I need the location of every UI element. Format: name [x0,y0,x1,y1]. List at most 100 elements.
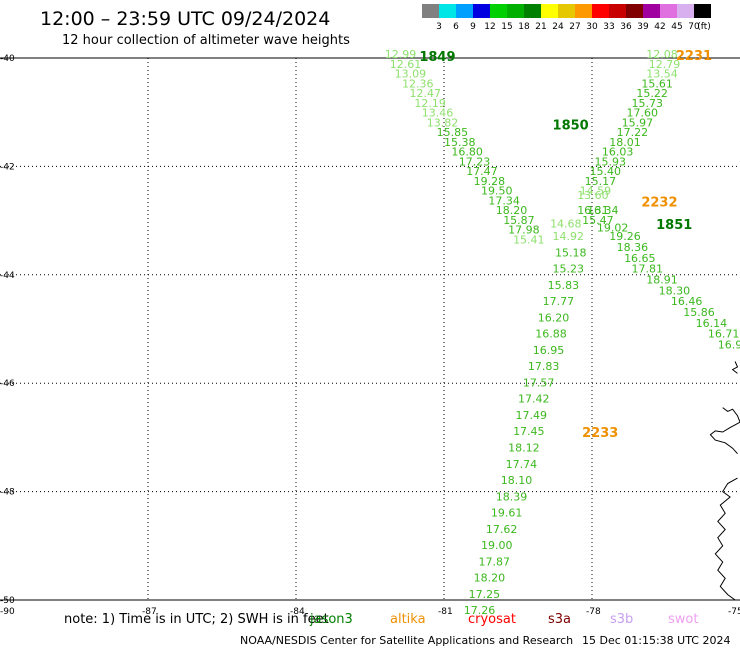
satellite-jason3: jason3 [310,612,353,627]
credit-line: NOAA/NESDIS Center for Satellite Applica… [240,634,574,647]
wave-height-value: 17.57 [523,376,555,389]
wave-height-value: 14.59 [580,185,612,198]
legend-tick-label: 12 [484,22,496,32]
footer-note: note: 1) Time is in UTC; 2) SWH is in fe… [64,612,329,627]
satellite-s3b: s3b [610,612,634,627]
legend-swatch [626,4,643,18]
wave-height-value: 17.62 [486,523,518,536]
satellite-cryosat: cryosat [468,612,516,627]
wave-height-value: 13.46 [422,107,454,120]
legend-swatch [473,4,490,18]
wave-height-value: 18.91 [646,273,678,286]
legend-unit: (ft) [697,22,711,32]
pass-time-label: 2231 [676,49,712,64]
wave-height-value: 17.23 [459,155,491,168]
wave-height-value: 17.49 [516,409,548,422]
lat-tick-label: -48 [0,488,15,498]
lon-tick-label: -84 [290,607,305,617]
wave-height-value: 17.34 [488,194,520,207]
wave-height-value: 16.65 [624,252,656,265]
legend-tick-label: 33 [603,22,615,32]
wave-height-value: 17.60 [627,107,659,120]
lon-tick-label: -90 [0,607,15,617]
wave-height-value: 18.20 [474,572,506,585]
legend-swatch [694,4,711,18]
wave-height-value: 16.95 [533,344,565,357]
pass-time-label: 2233 [582,426,618,441]
legend-tick-label: 39 [637,22,649,32]
legend-swatch [643,4,660,18]
wave-height-value: 12.61 [390,58,422,71]
wave-height-value: 15.23 [553,263,585,276]
wave-height-value: 15.85 [437,126,469,139]
legend-swatch [677,4,694,18]
wave-height-value: 16.9 [718,339,740,352]
wave-height-value: 18.20 [496,204,528,217]
legend-tick-label: 6 [453,22,459,32]
wave-height-value: 17.74 [506,458,537,471]
wave-height-value: 17.47 [466,165,498,178]
lon-tick-label: -81 [438,607,453,617]
legend-swatch [507,4,524,18]
legend-tick-label: 30 [586,22,598,32]
wave-height-value: 17.45 [513,425,545,438]
lon-tick-label: -87 [142,607,157,617]
wave-height-value: 16.88 [535,328,567,341]
lon-tick-label: -75 [728,607,740,617]
legend-swatch [422,4,439,18]
coastline [731,361,739,374]
page-title: 12:00 – 23:59 UTC 09/24/2024 [40,8,331,30]
legend-swatch [524,4,541,18]
satellite-s3a: s3a [548,612,572,627]
wave-height-value: 13.09 [395,68,427,81]
wave-height-value: 15.73 [631,97,663,110]
wave-height-value: 17.98 [508,224,539,237]
wave-height-value: 15.17 [585,175,617,188]
lat-tick-label: -44 [0,271,15,281]
wave-height-value: 18.12 [508,441,539,454]
satellite-altika: altika [390,612,426,627]
wave-height-value: 14.92 [553,230,585,243]
legend-swatch [558,4,575,18]
wave-height-value: 17.83 [528,360,560,373]
wave-height-value: 16.80 [451,146,483,159]
legend-tick-label: 70 [688,22,700,32]
wave-height-value: 16.03 [602,146,634,159]
legend-swatch [541,4,558,18]
legend-tick-label: 45 [671,22,683,32]
wave-height-value: 15.18 [555,246,587,259]
wave-height-value: 19.02 [597,221,629,234]
legend-tick-label: 42 [654,22,666,32]
wave-height-value: 16.14 [696,317,728,330]
wave-height-value: 16.71 [708,328,740,341]
wave-height-value: 13.60 [577,189,609,202]
wave-height-value: 12.19 [414,97,446,110]
wave-height-value: 12.79 [649,58,681,71]
pass-time-label: 1849 [419,50,455,65]
legend-swatch [609,4,626,18]
pass-time-label: 1850 [553,118,589,133]
wave-height-value: 16.34 [587,204,619,217]
coastline [709,407,740,455]
legend-tick-label: 21 [535,22,547,32]
legend-swatch [439,4,456,18]
wave-height-value: 19.50 [481,185,513,198]
wave-height-value: 15.83 [548,279,580,292]
wave-height-value: 15.41 [513,233,545,246]
wave-height-value: 17.25 [469,588,501,601]
pass-time-label: 2232 [641,195,677,210]
wave-height-value: 12.99 [385,48,417,61]
legend-tick-label: 3 [436,22,442,32]
wave-height-value: 18.30 [659,284,691,297]
legend-tick-label: 36 [620,22,632,32]
wave-height-value: 16.46 [671,295,703,308]
legend-swatch [456,4,473,18]
wave-height-value: 19.28 [474,175,506,188]
legend-tick-label: 18 [518,22,530,32]
wave-height-value: 15.97 [622,116,654,129]
wave-height-value: 19.61 [491,507,523,520]
lon-tick-label: -78 [586,607,601,617]
wave-height-value: 15.38 [444,136,476,149]
wave-height-value: 12.36 [402,77,434,90]
